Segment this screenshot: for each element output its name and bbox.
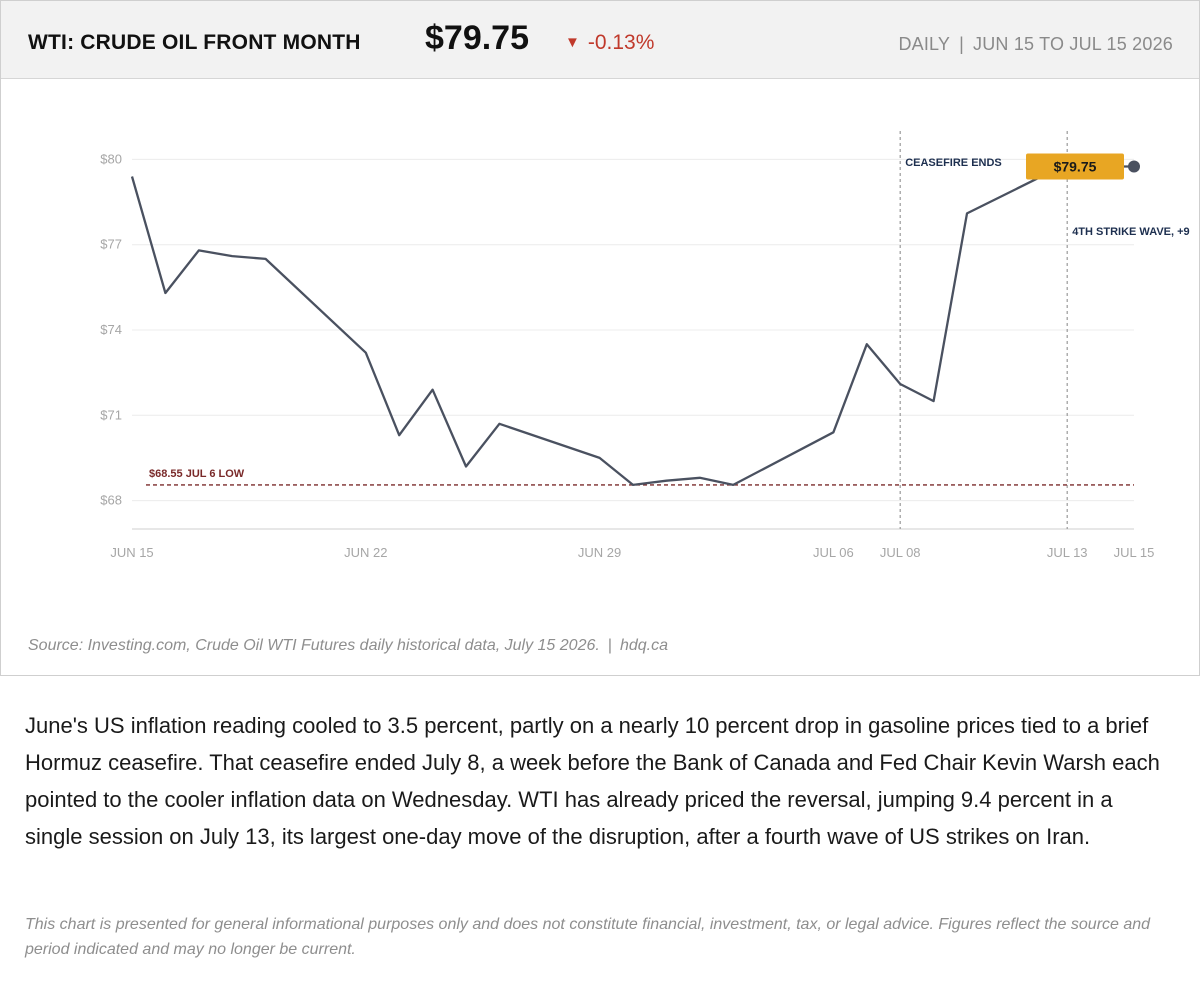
price-line xyxy=(130,162,1134,487)
event-label: 4TH STRIKE WAVE, +9 xyxy=(1072,226,1189,238)
low-reference-label: $68.55 JUL 6 LOW xyxy=(149,468,245,480)
frequency-label: DAILY xyxy=(898,34,951,54)
date-range-label: JUN 15 TO JUL 15 2026 xyxy=(973,34,1173,54)
source-text: Source: Investing.com, Crude Oil WTI Fut… xyxy=(28,637,600,654)
x-tick-label: JUL 06 xyxy=(813,545,854,560)
current-price: $79.75 xyxy=(425,19,529,57)
x-tick-label: JUN 29 xyxy=(578,545,621,560)
source-note: Source: Investing.com, Crude Oil WTI Fut… xyxy=(28,637,668,655)
y-tick-label: $68 xyxy=(100,493,122,508)
period-label: DAILY | JUN 15 TO JUL 15 2026 xyxy=(898,34,1173,55)
price-badge xyxy=(1026,153,1124,180)
y-tick-label: $77 xyxy=(100,237,122,252)
period-separator: | xyxy=(959,34,965,54)
price-change: ▼ -0.13% xyxy=(565,31,654,55)
last-point-marker xyxy=(1128,160,1140,173)
event-label: CEASEFIRE ENDS xyxy=(905,157,1002,169)
y-tick-label: $80 xyxy=(100,151,122,166)
down-arrow-icon: ▼ xyxy=(565,34,580,51)
x-tick-label: JUL 13 xyxy=(1047,545,1088,560)
change-percent: -0.13% xyxy=(587,31,655,54)
chart-title: WTI: CRUDE OIL FRONT MONTH xyxy=(28,31,361,54)
chart-card: WTI: CRUDE OIL FRONT MONTH $79.75 ▼ -0.13… xyxy=(0,0,1200,676)
x-tick-label: JUN 22 xyxy=(344,545,387,560)
x-tick-label: JUL 15 xyxy=(1114,545,1155,560)
source-site: hdq.ca xyxy=(619,637,669,654)
x-tick-label: JUN 15 xyxy=(110,545,153,560)
chart-header: WTI: CRUDE OIL FRONT MONTH $79.75 ▼ -0.13… xyxy=(1,1,1199,79)
price-chart: $68 $71 $74 $77 $80 JUN 15 JUN 22 JUN 29 JUL 06 J… xyxy=(100,131,1190,560)
x-tick-label: JUL 08 xyxy=(880,545,921,560)
source-separator: | xyxy=(607,637,612,654)
y-tick-label: $74 xyxy=(100,322,122,337)
price-badge-label: $79.75 xyxy=(1054,159,1097,175)
disclaimer-text: This chart is presented for general info… xyxy=(25,916,1151,958)
article-paragraph: June's US inflation reading cooled to 3.… xyxy=(25,713,1160,849)
y-tick-label: $71 xyxy=(100,407,122,422)
